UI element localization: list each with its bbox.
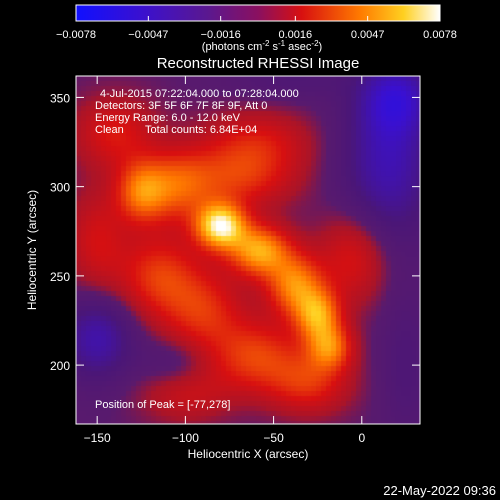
- colorbar-tick-label: −0.0078: [56, 29, 96, 41]
- x-tick-label: 0: [358, 431, 365, 445]
- heatmap-image: [76, 76, 420, 424]
- total-counts-text: Total counts: 6.84E+04: [145, 124, 257, 136]
- colorbar-units: (photons cm-2 s-1 asec-2): [202, 39, 322, 53]
- x-axis-ticks: −150 −100 −50 0: [84, 76, 365, 445]
- y-tick-label: 350: [50, 91, 70, 105]
- colorbar-tick-label: 0.0047: [351, 29, 385, 41]
- plot-frame: [75, 75, 421, 425]
- colorbar: [75, 4, 441, 22]
- energy-range-text: Energy Range: 6.0 - 12.0 keV: [95, 112, 241, 124]
- time-range-text: 4-Jul-2015 07:22:04.000 to 07:28:04.000: [100, 88, 299, 100]
- x-tick-label: −150: [84, 431, 111, 445]
- colorbar-tick-label: −0.0016: [201, 29, 241, 41]
- clean-text: Clean: [95, 124, 124, 136]
- x-tick-label: −100: [172, 431, 199, 445]
- colorbar-tick-label: 0.0078: [423, 29, 457, 41]
- y-tick-label: 250: [50, 270, 70, 284]
- y-tick-label: 200: [50, 359, 70, 373]
- y-axis-label: Heliocentric Y (arcsec): [25, 190, 39, 310]
- y-tick-label: 300: [50, 181, 70, 195]
- x-tick-label: −50: [263, 431, 284, 445]
- chart-title: Reconstructed RHESSI Image: [157, 55, 360, 72]
- x-axis-label: Heliocentric X (arcsec): [188, 447, 309, 461]
- timestamp: 22-May-2022 09:36: [383, 483, 496, 498]
- colorbar-tick-label: 0.0016: [279, 29, 313, 41]
- colorbar-ticks: −0.0078 −0.0047 −0.0016 0.0016 0.0047 0.0078: [56, 16, 457, 41]
- y-axis-ticks: 200 250 300 350: [50, 91, 420, 373]
- peak-position-text: Position of Peak = [-77,278]: [95, 399, 230, 411]
- detectors-text: Detectors: 3F 5F 6F 7F 8F 9F, Att 0: [95, 100, 267, 112]
- colorbar-tick-label: −0.0047: [128, 29, 168, 41]
